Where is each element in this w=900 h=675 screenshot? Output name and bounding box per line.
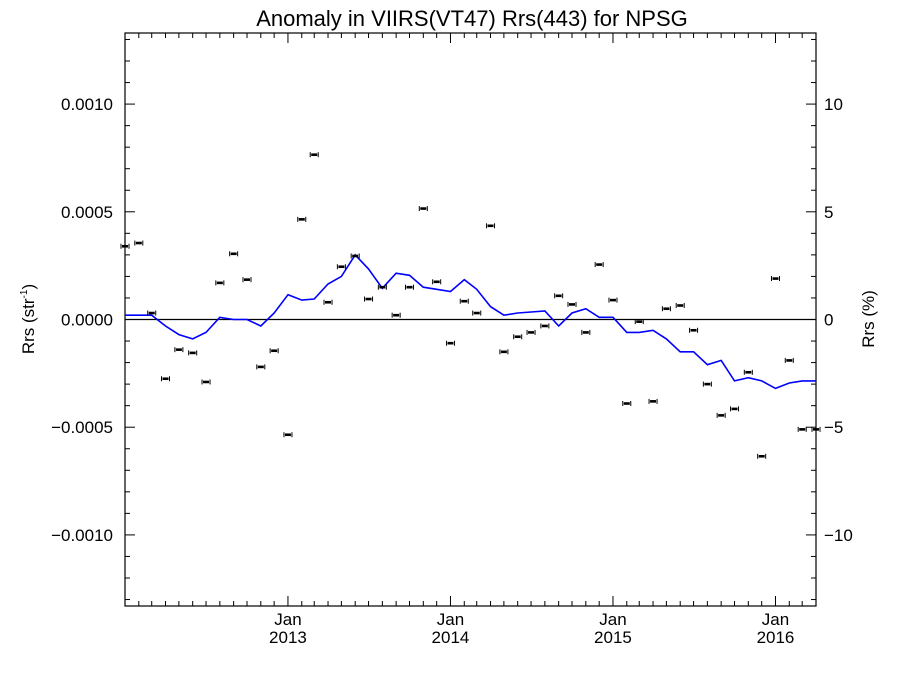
x-tick-year-label: 2013 <box>269 628 307 647</box>
anomaly-point <box>757 453 767 459</box>
anomaly-point <box>147 310 157 316</box>
x-tick-month-label: Jan <box>599 610 626 629</box>
anomaly-point <box>554 293 564 299</box>
left-y-axis-label: Rrs (str-1) <box>19 284 38 354</box>
right-tick-label: −5 <box>824 418 843 437</box>
monthly-anomaly-points <box>120 152 821 459</box>
anomaly-point <box>784 357 794 363</box>
anomaly-point <box>297 216 307 222</box>
anomaly-point <box>689 327 699 333</box>
anomaly-point <box>661 306 671 312</box>
left-tick-label: −0.0010 <box>51 526 113 545</box>
anomaly-point <box>201 379 211 385</box>
right-tick-label: 10 <box>824 95 843 114</box>
anomaly-point <box>622 401 632 407</box>
anomaly-point <box>432 279 442 285</box>
anomaly-point <box>309 152 319 158</box>
x-tick-year-label: 2016 <box>757 628 795 647</box>
anomaly-point <box>229 251 239 257</box>
x-tick-month-label: Jan <box>274 610 301 629</box>
x-tick-year-label: 2014 <box>432 628 470 647</box>
left-tick-label: 0.0010 <box>61 95 113 114</box>
anomaly-point <box>540 323 550 329</box>
anomaly-point <box>391 312 401 318</box>
anomaly-point <box>513 334 523 340</box>
right-tick-label: 5 <box>824 203 833 222</box>
left-tick-label: 0.0005 <box>61 203 113 222</box>
anomaly-point <box>120 243 130 249</box>
right-y-axis-label: Rrs (%) <box>859 290 878 348</box>
anomaly-point <box>608 297 618 303</box>
anomaly-point <box>405 284 415 290</box>
anomaly-point <box>242 277 252 283</box>
running-mean-line <box>125 253 816 390</box>
anomaly-point <box>743 369 753 375</box>
anomaly-point <box>174 347 184 353</box>
anomaly-point <box>797 426 807 432</box>
anomaly-point <box>445 340 455 346</box>
anomaly-point <box>323 299 333 305</box>
right-tick-label: 0 <box>824 311 833 330</box>
anomaly-point <box>648 398 658 404</box>
anomaly-point <box>716 412 726 418</box>
anomaly-point <box>161 376 171 382</box>
left-y-axis: 0.0010 0.0005 0.0000 −0.0005 −0.0010 <box>51 38 135 601</box>
anomaly-point <box>134 240 144 246</box>
anomaly-point <box>459 298 469 304</box>
left-tick-label: −0.0005 <box>51 418 113 437</box>
anomaly-point <box>336 264 346 270</box>
right-tick-label: −10 <box>824 526 853 545</box>
anomaly-point <box>283 432 293 438</box>
anomaly-point <box>472 310 482 316</box>
anomaly-point <box>702 381 712 387</box>
anomaly-point <box>730 406 740 412</box>
anomaly-point <box>499 349 509 355</box>
anomaly-point <box>581 329 591 335</box>
anomaly-point <box>567 301 577 307</box>
anomaly-point <box>364 296 374 302</box>
anomaly-point <box>594 262 604 268</box>
anomaly-point <box>486 223 496 229</box>
chart-title: Anomaly in VIIRS(VT47) Rrs(443) for NPSG <box>256 6 688 31</box>
anomaly-point <box>526 329 536 335</box>
anomaly-point <box>256 364 266 370</box>
anomaly-point <box>188 350 198 356</box>
x-tick-year-label: 2015 <box>594 628 632 647</box>
x-tick-month-label: Jan <box>762 610 789 629</box>
x-tick-month-label: Jan <box>437 610 464 629</box>
anomaly-point <box>350 253 360 259</box>
anomaly-point <box>675 302 685 308</box>
anomaly-point <box>215 280 225 286</box>
right-y-axis: 10 5 0 −5 −10 <box>806 38 853 601</box>
anomaly-point <box>377 284 387 290</box>
anomaly-point <box>634 319 644 325</box>
anomaly-point <box>418 206 428 212</box>
anomaly-point <box>269 348 279 354</box>
left-tick-label: 0.0000 <box>61 311 113 330</box>
anomaly-point <box>811 426 821 432</box>
anomaly-point <box>770 276 780 282</box>
